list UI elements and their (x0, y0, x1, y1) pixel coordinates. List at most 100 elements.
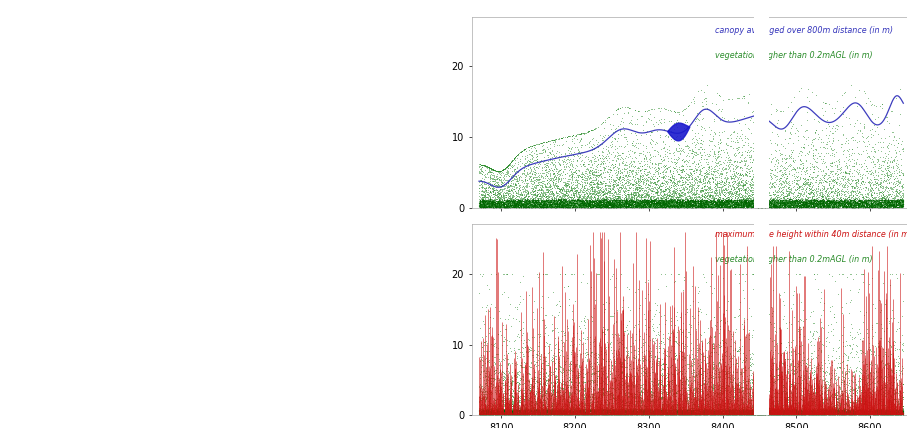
Point (724, 197, 738, 204)
Point (727, 407, 741, 414)
Point (713, 409, 727, 416)
Point (818, 200, 833, 207)
Point (481, 407, 495, 413)
Point (636, 408, 650, 415)
Point (716, 337, 730, 344)
Point (750, 197, 765, 204)
Point (535, 394, 550, 401)
Point (486, 204, 501, 211)
Point (555, 342, 570, 349)
Point (628, 410, 642, 416)
Point (582, 203, 597, 210)
Point (736, 410, 751, 416)
Point (507, 202, 522, 209)
Point (889, 199, 903, 206)
Point (766, 408, 781, 415)
Point (681, 203, 696, 210)
Point (639, 199, 653, 206)
Point (774, 371, 788, 377)
Point (622, 104, 637, 111)
Point (806, 347, 821, 354)
Point (493, 361, 507, 368)
Point (667, 172, 681, 179)
Point (814, 199, 828, 206)
Point (776, 204, 791, 211)
Point (541, 406, 556, 413)
Point (825, 197, 840, 204)
Point (495, 203, 510, 210)
Point (831, 409, 845, 416)
Point (604, 359, 619, 366)
Point (871, 131, 885, 137)
Point (777, 401, 792, 408)
Point (661, 410, 676, 417)
Point (601, 190, 616, 197)
Point (835, 202, 850, 208)
Point (756, 201, 770, 208)
Point (678, 197, 692, 204)
Point (739, 202, 754, 209)
Point (522, 409, 537, 416)
Point (797, 204, 812, 211)
Point (868, 202, 883, 208)
Point (503, 410, 518, 417)
Point (732, 200, 746, 207)
Point (580, 410, 594, 417)
Point (860, 198, 874, 205)
Point (702, 203, 717, 210)
Point (852, 202, 866, 209)
Point (675, 398, 689, 404)
Point (537, 409, 551, 416)
Point (543, 193, 558, 199)
Point (820, 199, 834, 205)
Point (523, 160, 538, 167)
Point (701, 186, 716, 193)
Point (599, 408, 613, 415)
Point (480, 200, 494, 207)
Point (769, 398, 784, 404)
Point (641, 392, 656, 398)
Point (532, 176, 547, 183)
Point (588, 193, 602, 200)
Point (661, 186, 676, 193)
Point (516, 392, 531, 399)
Point (499, 405, 513, 412)
Point (608, 198, 622, 205)
Point (605, 199, 619, 205)
Point (599, 403, 613, 410)
Point (520, 396, 534, 403)
Point (605, 200, 619, 207)
Point (703, 192, 717, 199)
Point (738, 202, 753, 209)
Point (685, 401, 699, 408)
Point (862, 384, 876, 391)
Point (604, 203, 619, 210)
Point (602, 371, 617, 378)
Point (718, 153, 733, 160)
Point (478, 409, 493, 416)
Point (789, 203, 804, 210)
Point (584, 168, 599, 175)
Point (736, 195, 750, 202)
Point (641, 201, 656, 208)
Point (518, 392, 532, 399)
Point (776, 196, 791, 203)
Point (616, 149, 630, 156)
Point (747, 200, 762, 207)
Point (561, 192, 575, 199)
Point (673, 395, 688, 402)
Point (878, 407, 892, 413)
Point (640, 401, 655, 407)
Point (803, 197, 817, 204)
Point (516, 202, 531, 209)
Point (736, 407, 751, 413)
Point (686, 202, 700, 209)
Point (527, 189, 541, 196)
Point (781, 200, 795, 207)
Point (493, 189, 507, 196)
Point (666, 401, 680, 407)
Point (599, 193, 613, 200)
Point (625, 203, 639, 210)
Point (737, 121, 752, 128)
Point (558, 331, 572, 338)
